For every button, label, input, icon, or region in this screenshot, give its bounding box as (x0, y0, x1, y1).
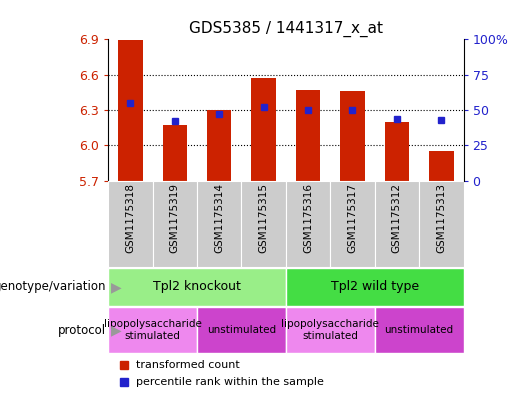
Bar (286, 268, 464, 306)
Bar (197, 181, 242, 267)
Text: genotype/variation: genotype/variation (0, 280, 106, 294)
Text: GSM1175313: GSM1175313 (436, 184, 447, 253)
Bar (242, 181, 286, 267)
Text: unstimulated: unstimulated (207, 325, 276, 335)
Text: GSM1175319: GSM1175319 (170, 184, 180, 253)
Title: GDS5385 / 1441317_x_at: GDS5385 / 1441317_x_at (189, 20, 383, 37)
Text: GSM1175316: GSM1175316 (303, 184, 313, 253)
Text: GSM1175318: GSM1175318 (125, 184, 135, 253)
Text: ▶: ▶ (111, 323, 122, 337)
Text: Tpl2 wild type: Tpl2 wild type (331, 280, 419, 294)
Text: GSM1175317: GSM1175317 (348, 184, 357, 253)
Bar (419, 181, 464, 267)
Bar (163, 125, 187, 181)
Bar (118, 40, 143, 181)
Text: Tpl2 knockout: Tpl2 knockout (153, 280, 241, 294)
Bar (152, 181, 197, 267)
Bar (375, 307, 464, 353)
Bar (286, 307, 375, 353)
Bar (375, 181, 419, 267)
Text: protocol: protocol (58, 323, 106, 337)
Bar (108, 268, 286, 306)
Bar (340, 91, 365, 181)
Bar (330, 181, 374, 267)
Text: GSM1175312: GSM1175312 (392, 184, 402, 253)
Bar (108, 307, 197, 353)
Bar (207, 110, 231, 181)
Text: unstimulated: unstimulated (385, 325, 454, 335)
Text: lipopolysaccharide
stimulated: lipopolysaccharide stimulated (281, 320, 379, 341)
Bar (251, 78, 276, 181)
Text: transformed count: transformed count (136, 360, 240, 370)
Text: GSM1175315: GSM1175315 (259, 184, 269, 253)
Bar (429, 151, 454, 181)
Bar (385, 122, 409, 181)
Text: ▶: ▶ (111, 280, 122, 294)
Bar (108, 181, 152, 267)
Bar (286, 181, 330, 267)
Text: lipopolysaccharide
stimulated: lipopolysaccharide stimulated (104, 320, 201, 341)
Text: GSM1175314: GSM1175314 (214, 184, 224, 253)
Bar (296, 90, 320, 181)
Text: percentile rank within the sample: percentile rank within the sample (136, 377, 324, 387)
Bar (197, 307, 286, 353)
